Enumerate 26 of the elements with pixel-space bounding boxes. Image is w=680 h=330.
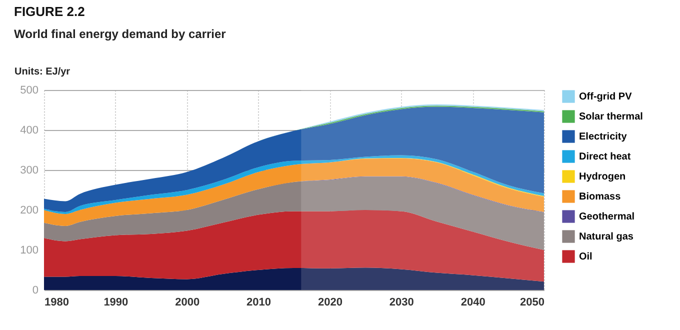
- legend-label: Off-grid PV: [579, 92, 632, 102]
- legend-label: Oil: [579, 252, 593, 262]
- x-tick-label: 2050: [520, 296, 544, 308]
- y-tick-label: 500: [20, 84, 38, 96]
- legend-label: Geothermal: [579, 212, 635, 222]
- y-tick-label: 300: [20, 164, 38, 176]
- x-tick-label: 2010: [246, 296, 272, 308]
- legend-label: Biomass: [579, 192, 622, 202]
- x-tick-label: 2000: [175, 296, 200, 308]
- chart-subtitle: World final energy demand by carrier: [14, 27, 226, 41]
- y-tick-label: 0: [32, 284, 38, 296]
- x-tick-label: 2040: [460, 296, 486, 308]
- legend-label: Electricity: [579, 132, 628, 142]
- legend-label: Hydrogen: [579, 172, 626, 182]
- x-tick-label: 2030: [389, 296, 414, 308]
- legend-label: Solar thermal: [579, 112, 644, 122]
- x-tick-label: 1980: [44, 296, 69, 308]
- legend-label: Direct heat: [579, 152, 632, 162]
- y-axis-title: Units: EJ/yr: [14, 66, 70, 78]
- chart-title: FIGURE 2.2: [14, 4, 85, 19]
- y-tick-label: 200: [20, 204, 38, 216]
- legend-label: Natural gas: [579, 232, 634, 242]
- y-tick-label: 100: [20, 244, 38, 256]
- x-tick-label: 2020: [318, 296, 342, 308]
- x-tick-label: 1990: [104, 296, 128, 308]
- y-tick-label: 400: [20, 124, 38, 136]
